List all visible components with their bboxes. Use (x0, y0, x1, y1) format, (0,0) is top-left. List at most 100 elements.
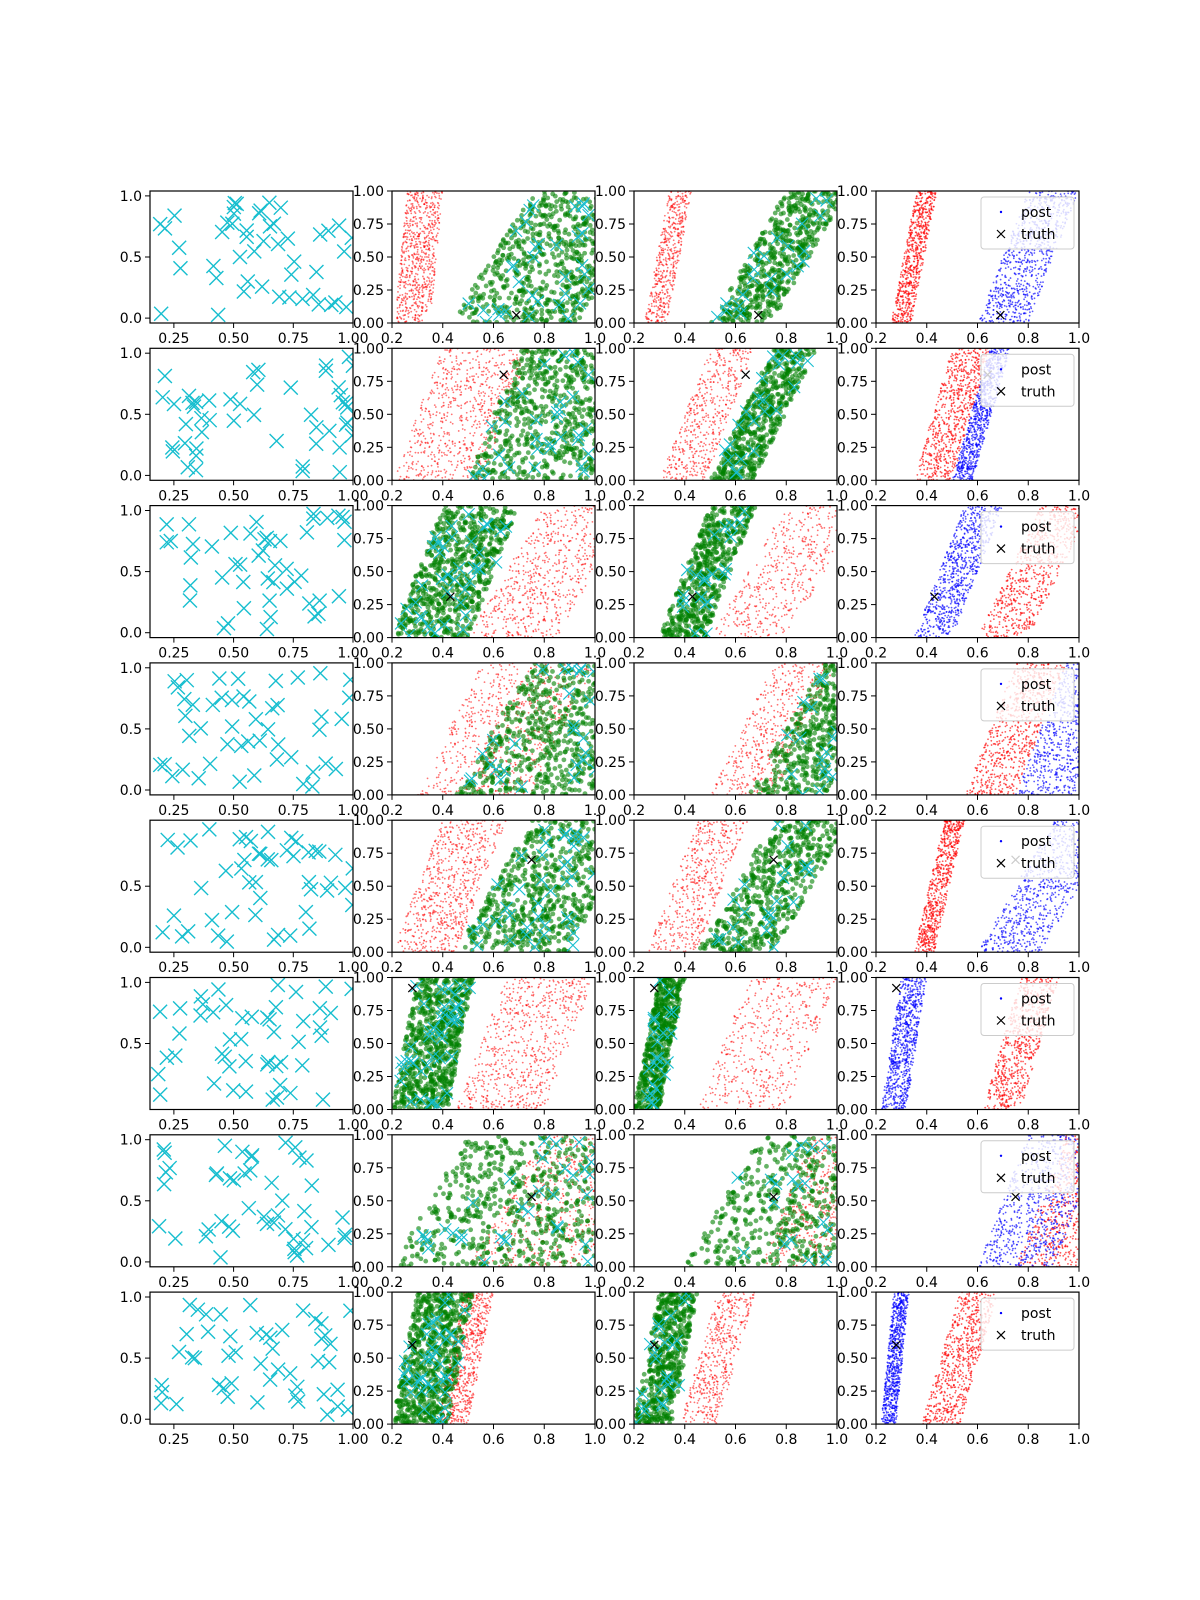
observed-marker (309, 437, 323, 451)
prior-point (430, 393, 432, 395)
prior-point (902, 262, 904, 264)
prior-point (451, 464, 453, 466)
posterior-point (1045, 264, 1047, 266)
prior-point (913, 274, 915, 276)
posterior-point (1029, 315, 1031, 317)
prior-point (430, 437, 432, 439)
posterior-point (1025, 286, 1027, 288)
prior-point (429, 281, 431, 283)
prior-point (510, 383, 512, 385)
posterior-point (1024, 280, 1026, 282)
posterior-point (1031, 298, 1033, 300)
posterior-point (1051, 255, 1053, 257)
prior-point (469, 432, 471, 434)
prior-point (405, 281, 407, 283)
proposal-point (537, 270, 542, 275)
prior-point (440, 470, 442, 472)
prior-point (901, 271, 903, 273)
prior-point (915, 277, 917, 279)
prior-point (910, 313, 912, 315)
proposal-point (489, 282, 494, 287)
prior-point (446, 378, 448, 380)
prior-point (682, 199, 684, 201)
prior-point (438, 360, 440, 362)
prior-point (919, 234, 921, 236)
prior-point (663, 270, 665, 272)
proposal-point (602, 274, 607, 279)
prior-point (422, 308, 424, 310)
prior-point (914, 201, 916, 203)
prior-point (653, 271, 655, 273)
proposal-point (589, 295, 594, 300)
prior-point (444, 358, 446, 360)
observed-marker (296, 292, 310, 306)
posterior-point (1000, 294, 1002, 296)
prior-point (424, 281, 426, 283)
prior-point (454, 469, 456, 471)
prior-point (667, 295, 669, 297)
prior-point (432, 202, 434, 204)
prior-point (487, 416, 489, 418)
posterior-point (1008, 311, 1010, 313)
prior-point (432, 470, 434, 472)
prior-point (498, 349, 500, 351)
proposal-point (589, 271, 594, 276)
posterior-point (1006, 263, 1008, 265)
observed-marker (328, 295, 342, 309)
prior-point (899, 306, 901, 308)
prior-point (661, 311, 663, 313)
prior-point (916, 233, 918, 235)
proposal-point (784, 235, 789, 240)
prior-point (658, 277, 660, 279)
prior-point (438, 458, 440, 460)
prior-point (898, 284, 900, 286)
prior-point (420, 255, 422, 257)
prior-point (438, 397, 440, 399)
prior-point (491, 448, 493, 450)
proposal-point (631, 229, 636, 234)
observed-marker (333, 440, 347, 454)
prior-point (430, 202, 432, 204)
prior-point (470, 410, 472, 412)
prior-point (913, 261, 915, 263)
prior-point (400, 255, 402, 257)
prior-point (416, 311, 418, 313)
posterior-point (1010, 294, 1012, 296)
posterior-point (999, 270, 1001, 272)
prior-point (460, 460, 462, 462)
prior-point (468, 387, 470, 389)
prior-point (431, 214, 433, 216)
posterior-point (1048, 257, 1050, 259)
prior-point (659, 259, 661, 261)
prior-point (426, 306, 428, 308)
posterior-point (1011, 252, 1013, 254)
proposal-point (598, 243, 603, 248)
prior-point (913, 282, 915, 284)
prior-point (907, 239, 909, 241)
prior-point (424, 452, 426, 454)
prior-point (922, 209, 924, 211)
proposal-point (593, 273, 598, 278)
posterior-point (1014, 312, 1016, 314)
prior-point (418, 254, 420, 256)
proposal-point (458, 309, 463, 314)
posterior-point (1031, 295, 1033, 297)
prior-point (432, 425, 434, 427)
prior-point (916, 271, 918, 273)
proposal-point (793, 206, 798, 211)
proposal-point (646, 195, 651, 200)
prior-point (497, 388, 499, 390)
prior-point (673, 284, 675, 286)
prior-point (431, 472, 433, 474)
prior-point (669, 295, 671, 297)
prior-point (663, 297, 665, 299)
posterior-point (1017, 292, 1019, 294)
prior-point (919, 229, 921, 231)
prior-point (423, 287, 425, 289)
prior-point (930, 208, 932, 210)
prior-point (904, 320, 906, 322)
proposal-point (631, 378, 636, 383)
posterior-point (1036, 193, 1038, 195)
subplot-r2-c1: 0.25 0.50 0.75 1.000.00.51.0 (120, 346, 369, 504)
posterior-point (1026, 290, 1028, 292)
